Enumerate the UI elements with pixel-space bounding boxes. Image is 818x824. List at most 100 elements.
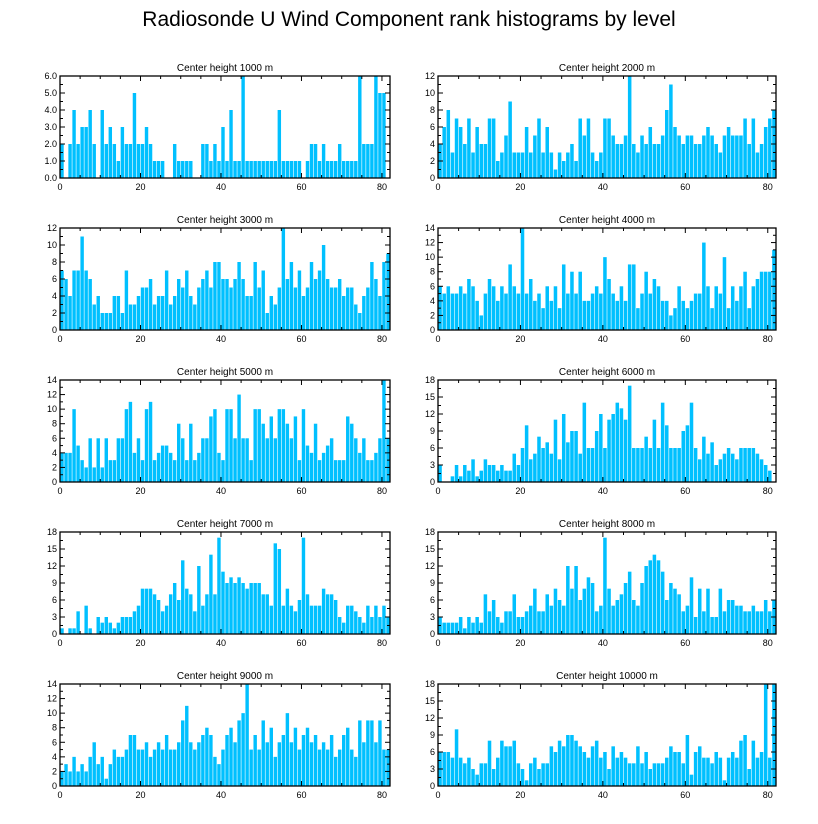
panel-2-bar xyxy=(520,152,525,178)
panel-7-bar xyxy=(321,588,326,634)
panel-10-bar xyxy=(739,740,743,786)
panel-1-xtick-label: 20 xyxy=(135,182,145,192)
panel-6-bar xyxy=(730,453,735,482)
panel-9-bar xyxy=(378,720,382,786)
panel-6-ytick-label: 0 xyxy=(430,477,435,487)
panel-9-bar xyxy=(104,778,108,786)
panel-8-bar xyxy=(496,617,500,634)
panel-9-bar xyxy=(181,720,185,786)
panel-2-bar xyxy=(500,152,504,178)
panel-8-bar xyxy=(685,605,690,634)
panel-9-bar xyxy=(245,684,249,786)
panel-2-bar xyxy=(640,135,644,178)
panel-1-xtick-label: 80 xyxy=(377,182,387,192)
panel-2-bar xyxy=(516,152,521,178)
panel-6-bar xyxy=(735,459,739,482)
panel-8-bar xyxy=(697,588,702,634)
panel-5-xtick-label: 80 xyxy=(377,486,387,496)
panel-1-bar xyxy=(80,127,84,178)
panel-2-bar xyxy=(475,127,479,178)
panel-7-ytick-label: 9 xyxy=(52,578,57,588)
panel-6-bar xyxy=(450,476,455,482)
panel-5-bar xyxy=(378,438,382,482)
panel-8-bar xyxy=(467,617,471,634)
panel-8-bar xyxy=(693,617,698,634)
panel-7-bar xyxy=(177,600,181,634)
panel-10-bar xyxy=(673,752,677,786)
panel-1-bar xyxy=(225,161,229,178)
panel-3-bar xyxy=(201,279,205,330)
panel-3-bar xyxy=(144,287,149,330)
panel-7-xtick-label: 40 xyxy=(216,638,226,648)
panel-10-title: Center height 10000 m xyxy=(556,671,658,682)
panel-5-bar xyxy=(116,438,121,482)
panel-2-bar xyxy=(759,144,764,178)
panel-9-bar xyxy=(144,742,149,786)
panel-9-bar xyxy=(128,735,133,786)
panel-5-ytick-label: 0 xyxy=(52,477,57,487)
panel-4-ytick-label: 8 xyxy=(430,267,435,277)
panel-9-bar xyxy=(342,735,346,786)
panel-7-bar xyxy=(205,594,209,634)
panel-1-bar xyxy=(337,144,342,178)
panel-1-bar xyxy=(100,110,104,178)
panel-6-bar xyxy=(743,448,747,482)
panel-2-bar xyxy=(714,144,718,178)
panel-1-bar xyxy=(229,110,233,178)
panel-10-bar xyxy=(463,763,467,786)
panel-2-ytick-label: 2 xyxy=(430,156,435,166)
panel-4-bar xyxy=(467,279,471,330)
panel-9-ytick-label: 8 xyxy=(52,723,57,733)
panel-7-bar xyxy=(285,588,290,634)
panel-8-bar xyxy=(549,605,554,634)
panel-6-bar xyxy=(673,448,677,482)
panel-3-ytick-label: 12 xyxy=(47,223,57,233)
panel-10-bar xyxy=(763,684,768,786)
panel-3-bar xyxy=(181,287,185,330)
panel-6-bar xyxy=(520,448,525,482)
panel-2-bar xyxy=(590,152,595,178)
panel-2-bar xyxy=(673,127,677,178)
panel-5-bar xyxy=(217,452,221,482)
panel-7-bar xyxy=(370,617,374,634)
panel-9-bar xyxy=(177,742,181,786)
panel-6-bar xyxy=(718,459,723,482)
panel-9-bar xyxy=(209,735,213,786)
panel-2-bar xyxy=(446,110,451,178)
panel-9-ytick-label: 6 xyxy=(52,737,57,747)
panel-5-bar xyxy=(140,460,145,482)
panel-6-bar xyxy=(487,465,492,482)
panel-5-bar xyxy=(124,409,129,482)
panel-5-bar xyxy=(374,452,378,482)
panel-4-bar xyxy=(516,293,521,330)
panel-2-bar xyxy=(549,152,554,178)
panel-2-bar xyxy=(751,118,756,178)
panel-1-ytick-label: 4.0 xyxy=(44,105,57,115)
panel-4-ytick-label: 2 xyxy=(430,310,435,320)
panel-2-bar xyxy=(557,152,562,178)
panel-3-bar xyxy=(221,279,225,330)
panel-2-bar xyxy=(669,84,673,178)
panel-2-bar xyxy=(747,144,751,178)
panel-10-bar xyxy=(632,763,636,786)
panel-8-bar xyxy=(611,605,615,634)
panel-3-bar xyxy=(185,270,189,330)
panel-6-bar xyxy=(763,465,768,482)
panel-5-bar xyxy=(72,409,76,482)
panel-9-bar xyxy=(92,742,96,786)
panel-8-ytick-label: 6 xyxy=(430,595,435,605)
panel-9-bar xyxy=(325,749,330,786)
panel-10-bar xyxy=(566,735,570,786)
panel-7-bar xyxy=(189,594,193,634)
panel-1-bar xyxy=(116,161,121,178)
panel-10-bar xyxy=(541,763,545,786)
panel-6-bar xyxy=(516,465,521,482)
panel-2-bar xyxy=(677,135,681,178)
panel-2-bar xyxy=(603,118,607,178)
panel-5-bar xyxy=(354,438,358,482)
panel-5-bar xyxy=(342,460,346,482)
panel-5-bar xyxy=(136,438,141,482)
panel-7-xtick-label: 80 xyxy=(377,638,387,648)
panel-7-bar xyxy=(273,543,278,634)
panel-8-bar xyxy=(500,622,504,634)
